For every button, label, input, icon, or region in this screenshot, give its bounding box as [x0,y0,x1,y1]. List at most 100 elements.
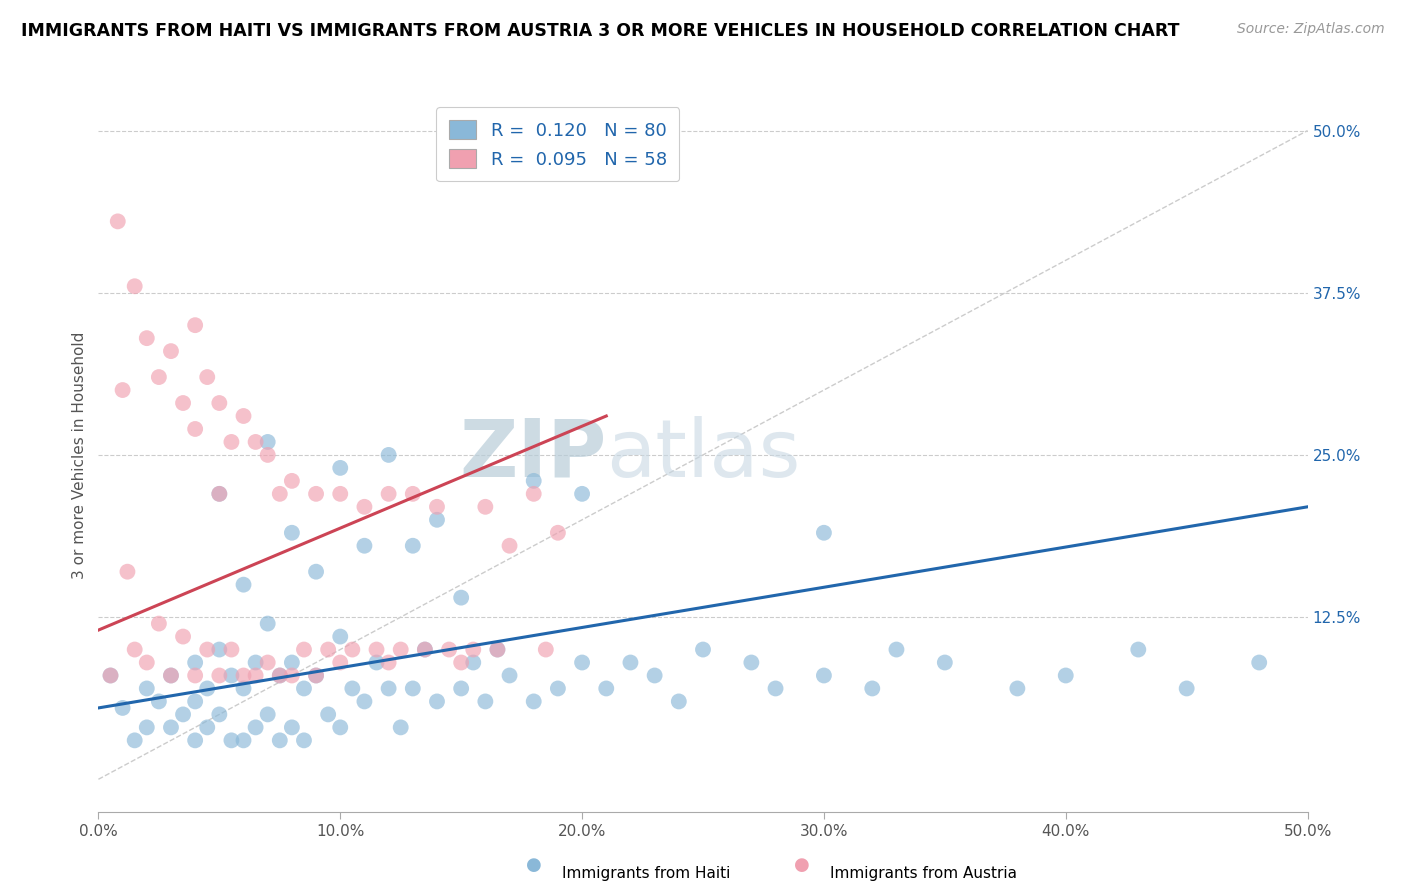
Point [208,487,231,501]
Point [245,656,267,670]
Point [208,642,231,657]
Point [195,681,218,696]
Point [232,681,254,696]
Point [329,461,352,475]
Point [426,500,449,514]
Point [208,707,231,722]
Point [437,642,460,657]
Point [329,487,352,501]
Point [184,668,207,682]
Point [124,279,146,293]
Point [1175,681,1198,696]
Point [571,487,593,501]
Point [221,434,243,449]
Point [402,487,425,501]
Point [305,565,328,579]
Point [232,409,254,423]
Point [292,681,315,696]
Point [860,681,883,696]
Point [740,656,762,670]
Point [486,642,509,657]
Point [389,720,412,734]
Point [366,656,388,670]
Point [498,668,520,682]
Point [111,383,134,397]
Point [523,474,546,488]
Text: Immigrants from Haiti: Immigrants from Haiti [562,866,731,881]
Point [208,668,231,682]
Point [269,668,291,682]
Point [377,681,399,696]
Point [160,720,183,734]
Point [305,668,328,682]
Point [498,539,520,553]
Point [148,694,170,708]
Point [619,656,641,670]
Point [1054,668,1077,682]
Point [195,642,218,657]
Point [342,642,364,657]
Point [329,656,352,670]
Point [221,668,243,682]
Point [117,565,139,579]
Point [523,487,546,501]
Point [934,656,956,670]
Point [353,694,375,708]
Point [172,630,194,644]
Point [256,616,278,631]
Point [281,656,304,670]
Point [195,720,218,734]
Point [813,668,835,682]
Point [329,720,352,734]
Legend: R =  0.120   N = 80, R =  0.095   N = 58: R = 0.120 N = 80, R = 0.095 N = 58 [436,107,679,181]
Point [305,668,328,682]
Point [269,668,291,682]
Point [256,448,278,462]
Point [100,668,122,682]
Point [413,642,436,657]
Point [124,642,146,657]
Point [245,668,267,682]
Point [256,434,278,449]
Point [571,656,593,670]
Point [184,318,207,333]
Point [135,720,157,734]
Point [111,701,134,715]
Point [160,668,183,682]
Point [245,434,267,449]
Point [534,642,557,657]
Point [281,668,304,682]
Point [184,422,207,436]
Point [232,733,254,747]
Point [269,733,291,747]
Point [292,642,315,657]
Point [221,642,243,657]
Point [256,656,278,670]
Point [463,656,485,670]
Point [135,656,157,670]
Point [232,577,254,591]
Point [135,681,157,696]
Point [316,642,339,657]
Point [523,694,546,708]
Point [256,707,278,722]
Point [366,642,388,657]
Point [342,681,364,696]
Point [595,681,617,696]
Point [353,500,375,514]
Point [450,656,472,670]
Point [184,694,207,708]
Point [353,539,375,553]
Text: Immigrants from Austria: Immigrants from Austria [830,866,1017,881]
Text: Source: ZipAtlas.com: Source: ZipAtlas.com [1237,22,1385,37]
Point [281,720,304,734]
Point [450,681,472,696]
Point [195,370,218,384]
Point [107,214,129,228]
Point [245,720,267,734]
Point [474,694,496,708]
Point [329,630,352,644]
Point [1128,642,1150,657]
Point [221,733,243,747]
Point [450,591,472,605]
